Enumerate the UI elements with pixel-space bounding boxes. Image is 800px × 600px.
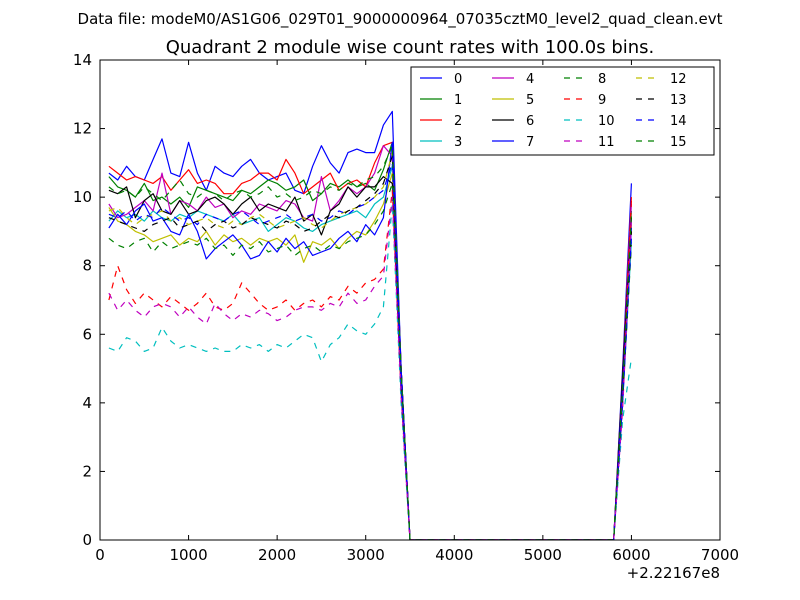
y-tick-label: 8 [82, 257, 92, 275]
legend-label-5: 5 [526, 93, 534, 108]
series-line-8 [108, 182, 632, 540]
series-line-15 [108, 145, 632, 540]
x-offset-label: +2.22167e8 [627, 564, 720, 582]
y-tick-label: 4 [82, 394, 92, 412]
x-tick-label: 6000 [612, 546, 650, 564]
legend-label-8: 8 [598, 72, 606, 87]
legend-label-2: 2 [454, 114, 462, 129]
series-line-9 [108, 189, 632, 540]
y-tick-label: 10 [73, 188, 92, 206]
y-tick-label: 2 [82, 462, 92, 480]
legend-label-1: 1 [454, 93, 462, 108]
series-line-2 [108, 141, 632, 540]
x-tick-label: 7000 [701, 546, 739, 564]
legend-frame [410, 66, 715, 156]
legend-label-14: 14 [670, 114, 687, 129]
series-line-13 [108, 155, 632, 540]
series-line-0 [108, 110, 632, 540]
series-layer [108, 110, 632, 540]
y-tick-label: 14 [73, 51, 92, 69]
legend-label-13: 13 [670, 93, 687, 108]
x-tick-label: 1000 [169, 546, 207, 564]
series-line-10 [108, 203, 632, 540]
legend-label-11: 11 [598, 135, 615, 150]
legend-label-6: 6 [526, 114, 534, 129]
series-line-5 [108, 172, 632, 540]
series-line-14 [108, 162, 632, 540]
x-tick-label: 0 [95, 546, 105, 564]
legend-label-15: 15 [670, 135, 687, 150]
series-line-4 [108, 145, 632, 540]
legend-label-12: 12 [670, 72, 687, 87]
x-tick-label: 2000 [258, 546, 296, 564]
x-tick-label: 5000 [524, 546, 562, 564]
x-tick-label: 4000 [435, 546, 473, 564]
legend-label-0: 0 [454, 72, 462, 87]
legend-label-3: 3 [454, 135, 462, 150]
legend-label-10: 10 [598, 114, 615, 129]
legend-label-9: 9 [598, 93, 606, 108]
y-tick-label: 12 [73, 120, 92, 138]
legend-label-4: 4 [526, 72, 534, 87]
chart-title: Quadrant 2 module wise count rates with … [166, 37, 655, 58]
legend-label-7: 7 [526, 135, 534, 150]
figure-suptitle: Data file: modeM0/AS1G06_029T01_90000009… [78, 10, 723, 29]
plot-frame [99, 59, 721, 541]
y-tick-label: 6 [82, 325, 92, 343]
y-tick-label: 0 [82, 531, 92, 549]
x-tick-label: 3000 [347, 546, 385, 564]
series-line-6 [108, 176, 632, 540]
